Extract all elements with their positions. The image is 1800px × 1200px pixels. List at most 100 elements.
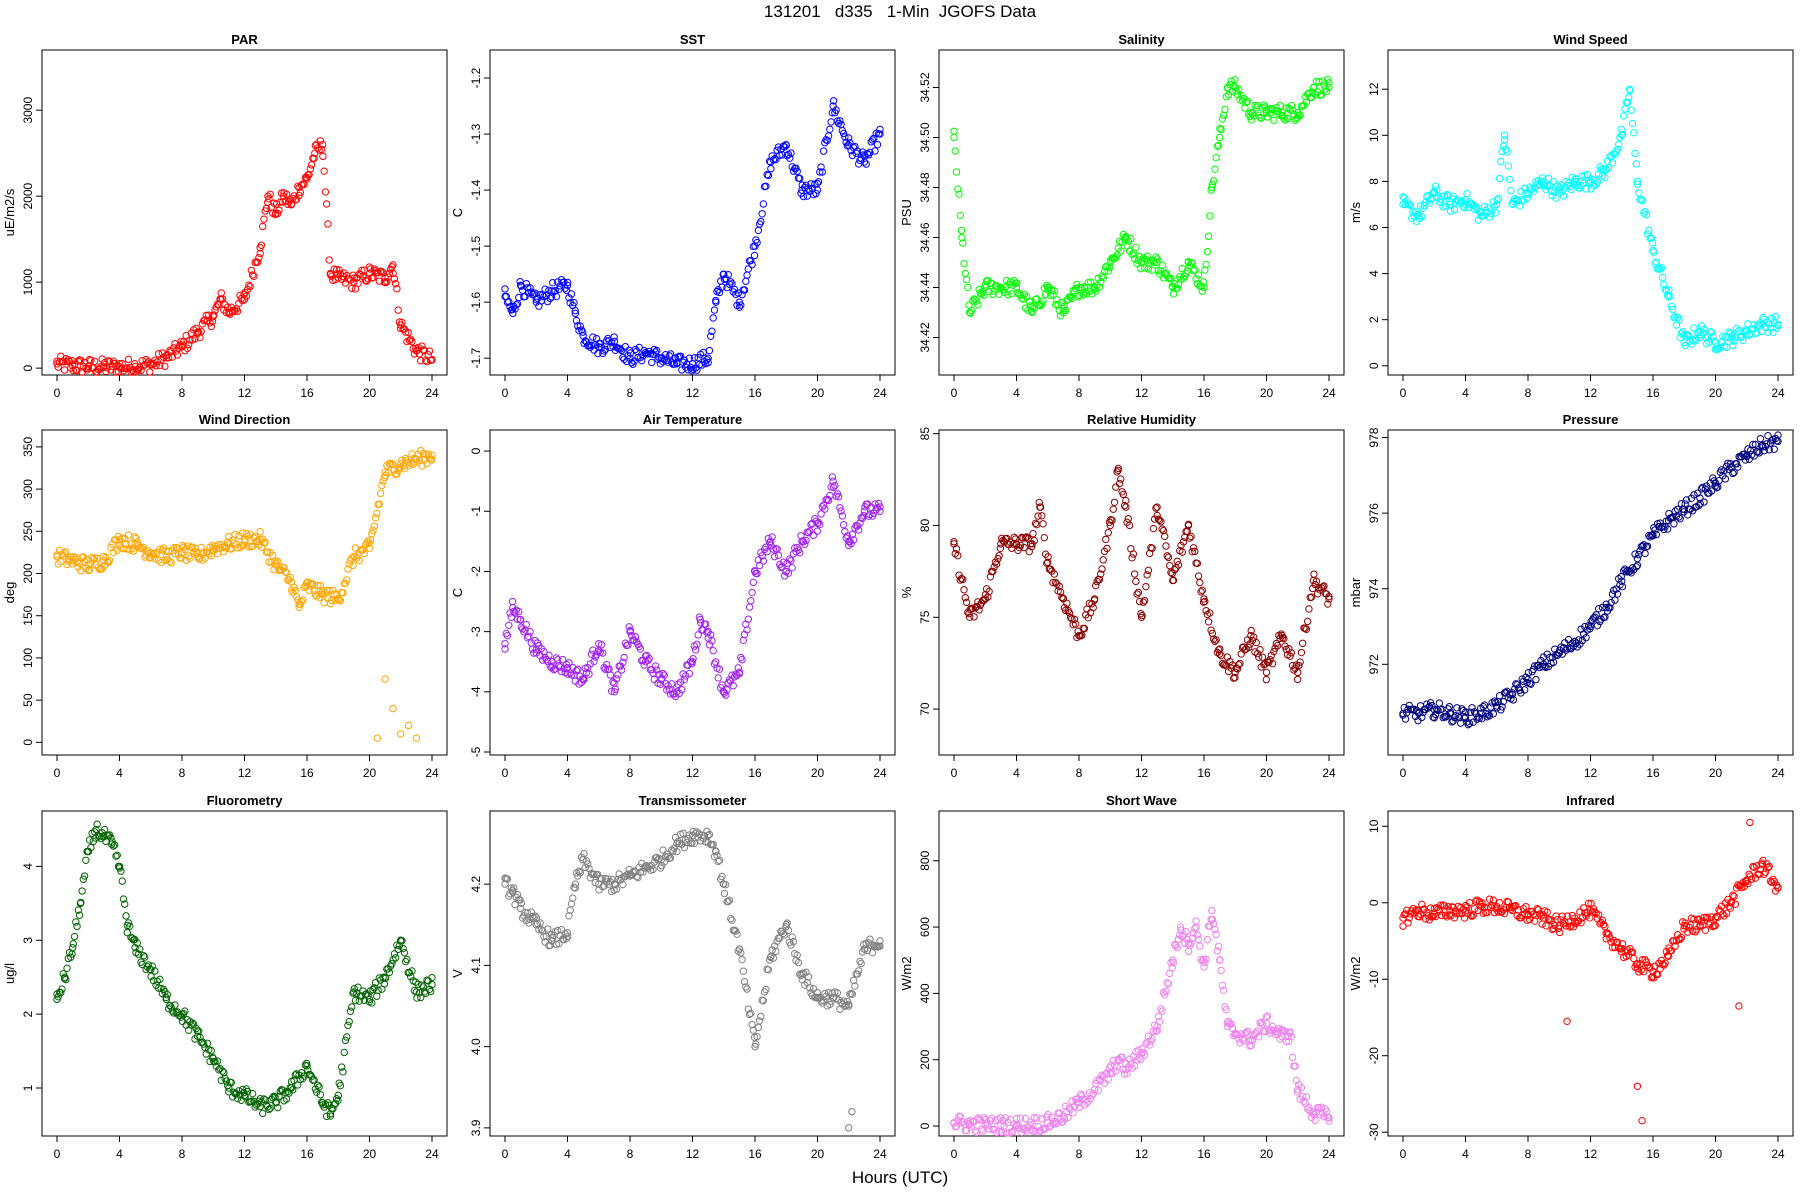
y-tick-label-short-wave: 600	[918, 917, 932, 937]
data-point-infrared	[1404, 919, 1412, 927]
data-point-wind-speed	[1643, 230, 1652, 238]
data-point-par	[311, 141, 320, 150]
data-point-wind-speed	[1504, 162, 1513, 170]
data-point-fluorometry	[104, 832, 113, 840]
data-point-transmissometer	[829, 994, 837, 1002]
data-point-fluorometry	[209, 1054, 217, 1063]
data-point-par	[340, 269, 348, 277]
data-point-air-temperature	[585, 670, 593, 678]
data-point-fluorometry	[87, 843, 95, 852]
data-point-fluorometry	[70, 932, 79, 941]
data-point-wind-direction	[375, 500, 384, 508]
data-point-pressure	[1441, 713, 1450, 721]
data-point-wind-direction	[318, 590, 327, 599]
data-point-relative-humidity	[1272, 639, 1281, 648]
data-point-relative-humidity	[1066, 613, 1075, 622]
data-point-transmissometer	[782, 921, 790, 929]
data-point-relative-humidity	[1070, 615, 1079, 623]
series-fluorometry	[53, 820, 436, 1121]
data-point-air-temperature	[674, 680, 682, 688]
data-point-infrared	[1555, 922, 1563, 930]
data-point-pressure	[1755, 449, 1763, 457]
data-point-relative-humidity	[1071, 620, 1080, 628]
data-point-par	[178, 342, 186, 351]
data-point-par	[104, 357, 113, 365]
data-point-air-temperature	[587, 650, 596, 658]
data-point-fluorometry	[84, 847, 92, 856]
data-point-infrared	[1683, 928, 1692, 936]
data-point-transmissometer	[540, 932, 548, 941]
data-point-salinity	[1247, 108, 1255, 117]
data-point-relative-humidity	[1010, 533, 1018, 541]
data-point-relative-humidity	[1158, 525, 1166, 533]
data-point-fluorometry	[100, 833, 108, 841]
data-point-transmissometer	[610, 880, 619, 888]
data-point-fluorometry	[282, 1095, 291, 1103]
data-point-air-temperature	[797, 532, 805, 540]
data-point-short-wave	[1138, 1044, 1146, 1053]
data-point-short-wave	[1233, 1031, 1242, 1039]
data-point-par	[205, 311, 213, 319]
data-point-fluorometry	[316, 1090, 325, 1099]
data-point-air-temperature	[785, 555, 794, 563]
data-point-relative-humidity	[1189, 544, 1198, 552]
x-tick-label-wind-direction: 20	[363, 766, 377, 780]
data-point-salinity	[1090, 283, 1099, 292]
data-point-short-wave	[1293, 1088, 1302, 1096]
data-point-salinity	[1270, 116, 1278, 125]
data-point-infrared	[1423, 908, 1431, 916]
data-point-fluorometry	[57, 989, 65, 997]
data-point-wind-speed	[1769, 328, 1777, 336]
data-point-pressure	[1493, 702, 1501, 710]
data-point-pressure	[1461, 713, 1470, 721]
data-point-short-wave	[1028, 1126, 1036, 1134]
data-point-air-temperature	[521, 626, 529, 634]
x-tick-label-transmissometer: 24	[873, 1147, 887, 1161]
data-point-salinity	[1200, 283, 1208, 292]
data-point-par	[217, 289, 225, 297]
data-point-relative-humidity	[1128, 554, 1136, 562]
plot-frame-salinity	[938, 49, 1345, 376]
data-point-par	[73, 366, 81, 375]
data-point-short-wave	[1038, 1115, 1046, 1123]
data-point-relative-humidity	[1207, 626, 1215, 634]
data-point-wind-speed	[1498, 147, 1506, 156]
data-point-wind-speed	[1687, 340, 1696, 348]
data-point-salinity	[1051, 300, 1060, 309]
data-point-air-temperature	[753, 569, 761, 578]
data-point-infrared	[1760, 870, 1768, 878]
data-point-par	[292, 195, 301, 203]
x-tick-label-wind-direction: 8	[179, 766, 186, 780]
data-point-infrared	[1520, 910, 1529, 918]
data-point-infrared	[1477, 902, 1485, 911]
data-point-air-temperature	[767, 541, 775, 550]
data-point-short-wave	[1193, 931, 1202, 939]
data-point-short-wave	[1214, 942, 1223, 951]
panel-title-relative-humidity: Relative Humidity	[1087, 412, 1197, 427]
data-point-fluorometry	[168, 1007, 177, 1015]
data-point-short-wave	[1019, 1124, 1027, 1133]
data-point-relative-humidity	[1104, 528, 1112, 537]
data-point-pressure	[1613, 590, 1622, 598]
data-point-air-temperature	[548, 658, 556, 666]
data-point-fluorometry	[399, 944, 407, 953]
plot-frame-air-temperature	[489, 429, 896, 756]
data-point-wind-speed	[1403, 196, 1411, 205]
data-point-transmissometer	[579, 856, 587, 864]
data-point-infrared	[1538, 920, 1546, 928]
data-point-wind-speed	[1729, 341, 1737, 350]
data-point-transmissometer	[775, 934, 784, 942]
data-point-infrared	[1667, 946, 1676, 955]
data-point-par	[60, 366, 69, 374]
data-point-infrared	[1467, 911, 1475, 920]
data-point-relative-humidity	[1278, 631, 1286, 640]
data-point-wind-direction	[345, 560, 353, 568]
data-point-wind-direction	[62, 548, 70, 556]
x-tick-label-salinity: 0	[951, 386, 958, 400]
data-point-par	[87, 356, 95, 365]
y-tick-label-salinity: 34.48	[918, 172, 932, 202]
data-point-wind-speed	[1463, 189, 1471, 198]
data-point-sst	[532, 295, 541, 304]
data-point-sst	[813, 186, 822, 194]
data-point-salinity	[1061, 306, 1070, 315]
